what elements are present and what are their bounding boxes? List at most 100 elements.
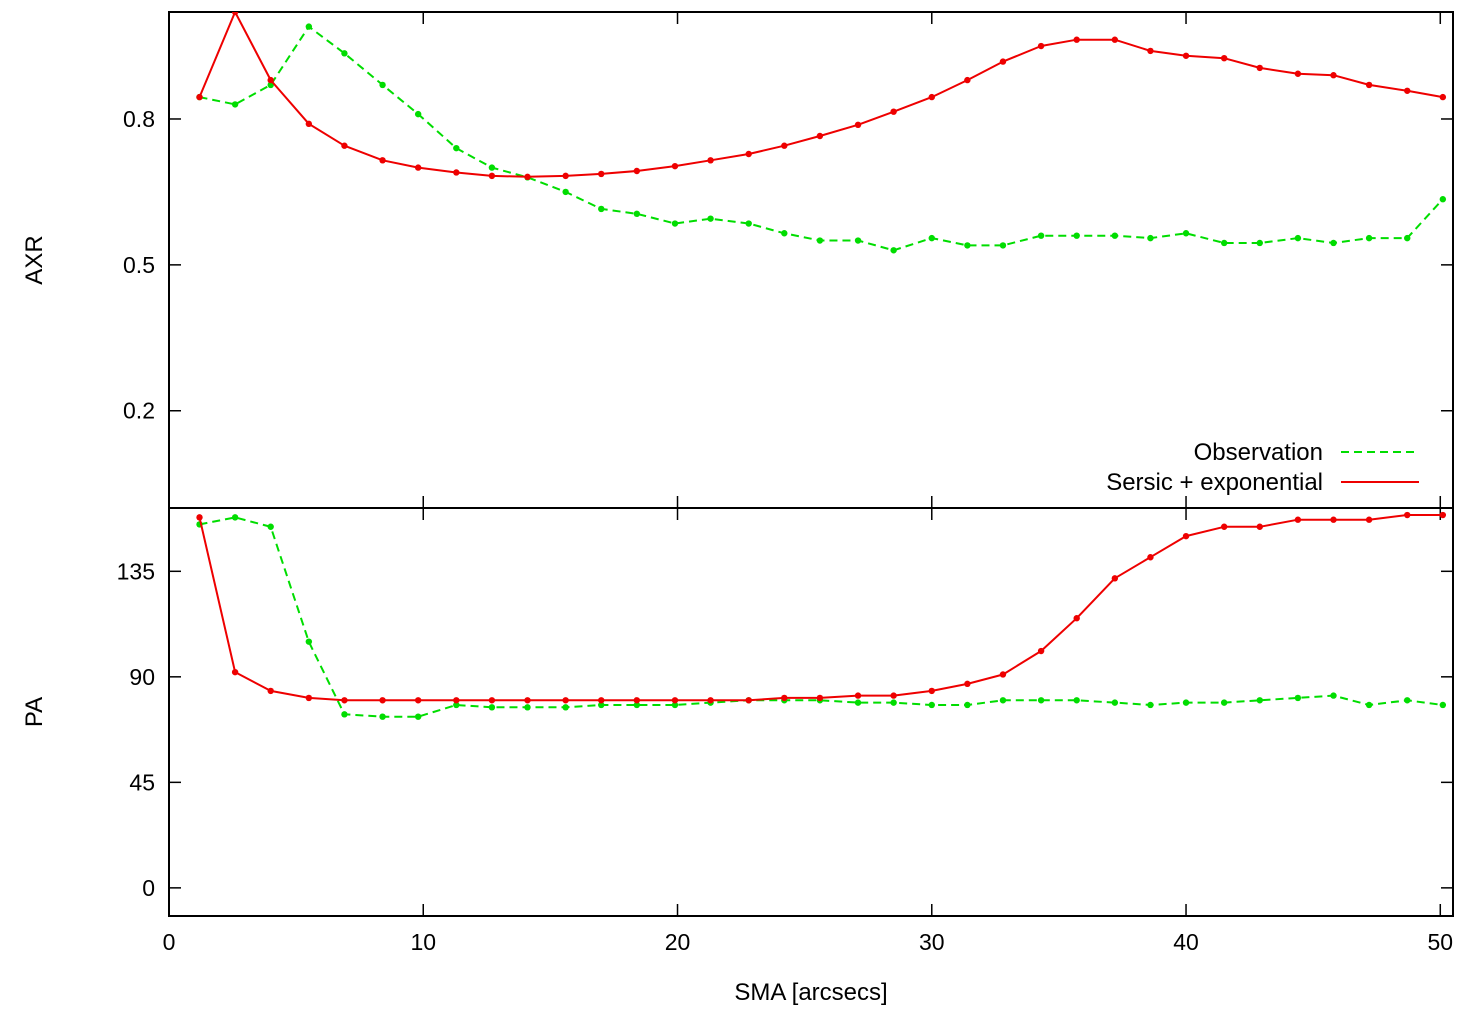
data-point [707,697,714,704]
data-point [379,157,386,164]
data-point [1439,196,1447,203]
data-point [671,220,679,227]
data-point [1220,523,1228,530]
series-line-0 [199,516,1443,718]
data-point [1404,87,1411,94]
data-point [1365,516,1373,523]
data-point [1037,42,1045,50]
data-point [999,242,1007,249]
data-point [341,711,348,718]
data-point [341,142,348,149]
data-point [305,23,313,30]
data-point [890,108,897,115]
data-point [890,692,897,699]
data-point [707,215,714,222]
data-point [598,170,605,178]
data-point [414,697,422,704]
y-tick-label: 0 [142,875,155,901]
data-point [488,704,496,711]
data-point [633,210,641,218]
data-point [1365,234,1373,242]
data-point [453,701,460,709]
data-point [964,701,971,709]
data-point [854,121,862,129]
data-point [633,697,641,704]
data-point [231,514,239,521]
data-point [781,142,788,149]
data-point [1330,516,1337,523]
data-point [1111,36,1119,43]
data-point [890,699,897,706]
x-tick-label: 50 [1427,929,1453,955]
data-point [1037,697,1045,704]
series-0 [196,514,1447,720]
x-tick-label: 10 [410,929,436,955]
data-point [1111,575,1119,582]
data-point [1330,692,1337,699]
data-point [379,697,386,704]
data-point [453,169,460,176]
data-point [854,699,862,706]
data-point [1111,699,1119,706]
data-point [231,668,239,676]
data-point [1220,239,1228,247]
data-point [379,713,386,720]
data-point [1073,232,1080,239]
data-point [1182,52,1190,59]
data-point [1182,532,1190,540]
data-point [1220,699,1228,706]
data-point [305,638,313,645]
data-point [1294,516,1302,523]
data-point [1111,232,1119,239]
data-point [196,93,203,101]
data-point [781,230,788,237]
data-point [305,694,313,702]
data-point [1256,697,1263,704]
data-point [341,697,348,704]
data-point [414,110,422,118]
data-point [562,188,569,196]
x-tick-label: 40 [1173,929,1199,955]
data-point [1037,232,1045,239]
data-point [414,713,422,720]
data-point [1147,234,1154,242]
data-point [231,12,239,16]
data-point [1330,239,1337,247]
data-point [598,701,605,709]
data-point [964,242,971,249]
y-axis-title: AXR [21,235,48,284]
data-point [1294,70,1302,77]
data-point [453,697,460,704]
series-1 [196,12,1447,181]
y-axis-title: PA [21,697,48,727]
x-tick-label: 30 [919,929,945,955]
data-point [633,701,641,709]
data-point [267,687,274,695]
data-point [1220,54,1228,62]
data-point [671,162,679,170]
data-point [1147,47,1154,55]
data-point [414,164,422,171]
data-point [1404,511,1411,519]
data-point [1404,234,1411,242]
data-point [854,237,862,244]
plot-frame [168,11,1454,509]
data-point [488,164,496,171]
data-point [1256,523,1263,530]
data-point [890,247,897,254]
data-point [854,692,862,699]
data-point [453,144,460,152]
data-point [671,701,679,709]
x-axis-title: SMA [arcsecs] [734,979,887,1006]
data-point [999,671,1007,678]
data-point [524,173,531,181]
data-point [1294,234,1302,242]
data-point [816,132,824,140]
data-point [1073,615,1080,622]
data-point [524,697,531,704]
data-point [1365,701,1373,709]
y-tick-label: 0.8 [123,106,155,132]
data-point [1294,694,1302,702]
x-tick-label: 0 [163,929,176,955]
